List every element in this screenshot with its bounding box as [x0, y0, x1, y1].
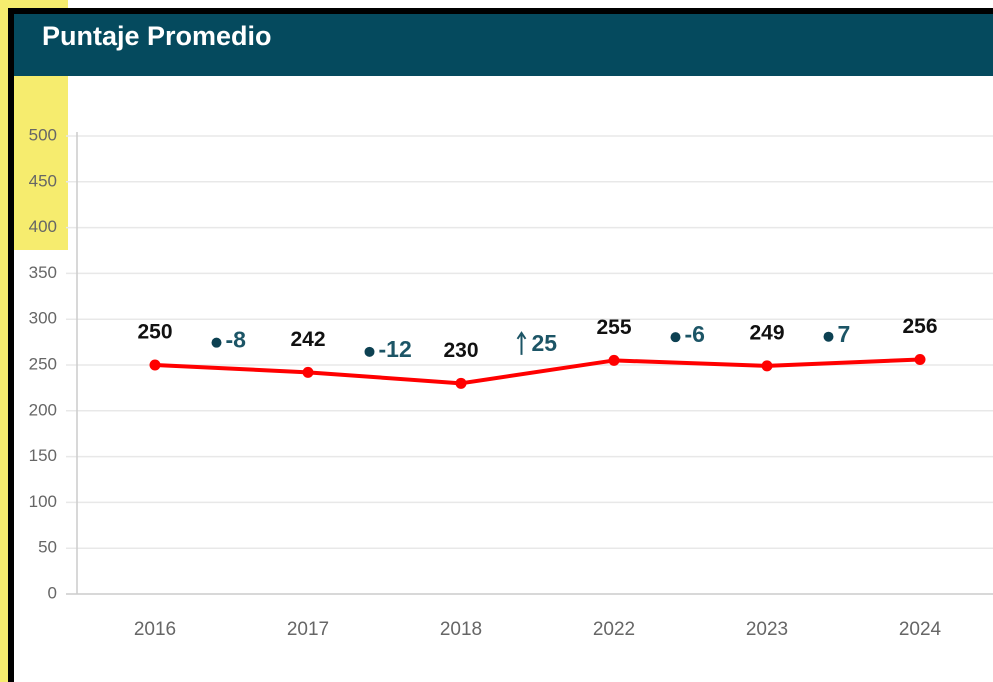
x-tick-label: 2024 — [899, 619, 942, 640]
point — [455, 377, 467, 389]
y-tick-label: 0 — [48, 583, 57, 602]
change-dot — [823, 331, 834, 342]
y-tick-label: 300 — [29, 309, 57, 328]
change-label: -6 — [685, 321, 705, 347]
point — [914, 354, 926, 366]
x-tick-label: 2016 — [134, 619, 176, 640]
x-tick-label: 2017 — [287, 619, 329, 640]
change-dot — [211, 337, 222, 348]
frame-left — [8, 8, 14, 682]
point — [761, 360, 773, 372]
y-tick-label: 50 — [38, 538, 57, 557]
change-label: -12 — [379, 336, 412, 362]
y-tick-label: 500 — [29, 125, 57, 144]
data-label: 242 — [290, 328, 325, 351]
point — [302, 366, 314, 378]
y-tick-label: 350 — [29, 263, 57, 282]
change-label: -8 — [226, 327, 247, 353]
x-tick-label: 2023 — [746, 619, 788, 640]
data-label: 256 — [902, 315, 937, 338]
change-label: 7 — [838, 321, 851, 347]
x-tick-label: 2022 — [593, 619, 635, 640]
y-tick-label: 100 — [29, 492, 57, 511]
data-label: 230 — [443, 339, 478, 362]
frame-top — [8, 8, 993, 14]
y-tick-label: 200 — [29, 400, 57, 419]
y-tick-label: 450 — [29, 171, 57, 190]
line — [154, 357, 921, 386]
x-tick-label: 2018 — [440, 619, 482, 640]
data-label: 255 — [596, 316, 631, 339]
change-dot — [364, 346, 375, 357]
point — [608, 354, 620, 366]
data-label: 250 — [137, 321, 172, 344]
change-arrow — [516, 331, 527, 355]
y-tick-label: 400 — [29, 217, 57, 236]
header — [14, 14, 993, 76]
data-label: 249 — [749, 321, 784, 344]
y-tick-label: 250 — [29, 354, 57, 373]
y-tick-label: 150 — [29, 446, 57, 465]
point — [149, 359, 161, 371]
change-dot — [670, 332, 681, 343]
change-label: 25 — [532, 330, 558, 356]
frame-yellow-left — [0, 0, 8, 682]
chart-title: Puntaje Promedio — [42, 21, 272, 51]
